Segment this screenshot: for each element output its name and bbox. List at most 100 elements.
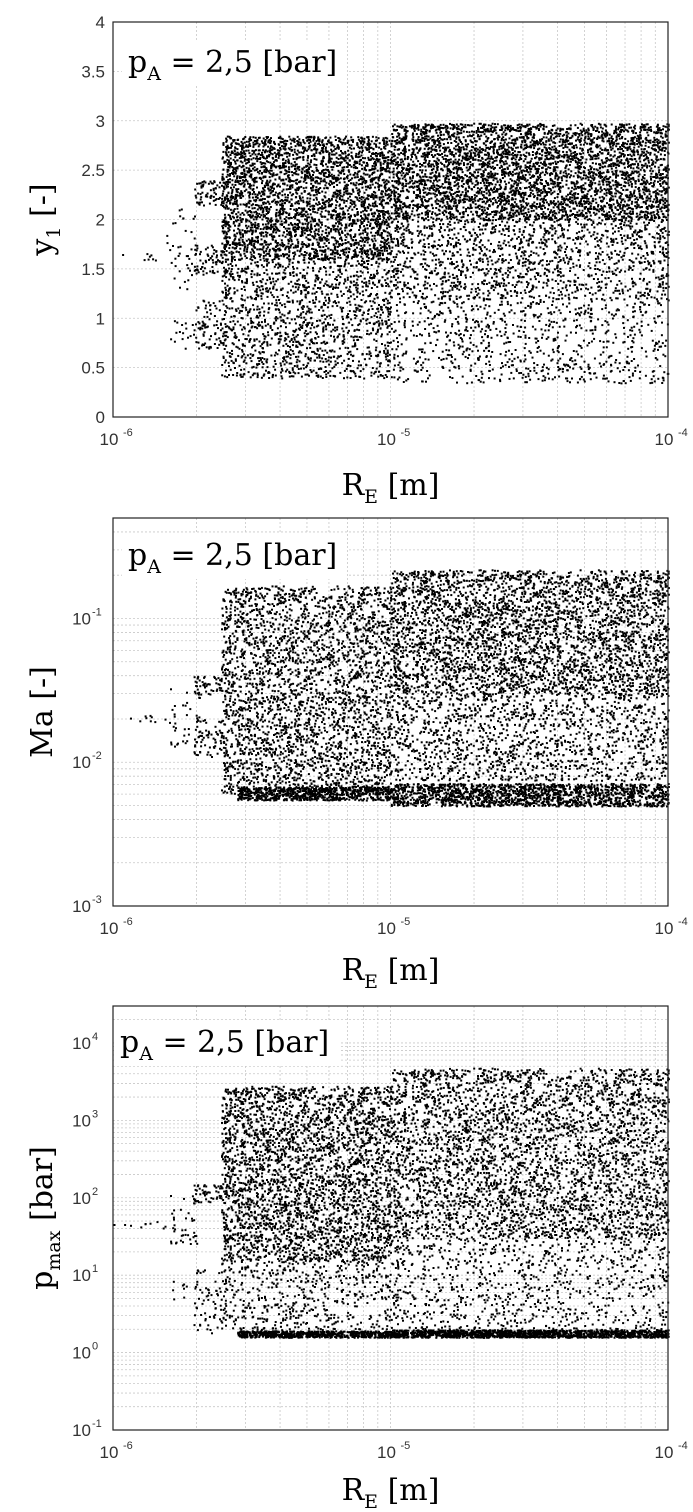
scatter-point bbox=[349, 195, 351, 198]
scatter-point bbox=[324, 146, 327, 149]
scatter-point bbox=[329, 374, 332, 377]
scatter-point bbox=[380, 222, 383, 225]
scatter-point bbox=[257, 145, 260, 148]
scatter-point bbox=[298, 254, 301, 257]
scatter-point bbox=[375, 143, 377, 146]
scatter-point bbox=[292, 341, 295, 343]
scatter-point bbox=[201, 181, 204, 184]
scatter-point bbox=[281, 138, 284, 141]
scatter-point bbox=[363, 140, 366, 143]
scatter-point bbox=[261, 211, 264, 214]
scatter-point bbox=[315, 149, 318, 152]
scatter-point bbox=[365, 169, 368, 172]
scatter-point bbox=[310, 311, 313, 314]
scatter-point bbox=[204, 181, 207, 184]
scatter-point bbox=[280, 213, 283, 216]
scatter-point bbox=[230, 329, 233, 332]
scatter-point bbox=[376, 285, 379, 288]
scatter-point bbox=[624, 185, 627, 188]
scatter-point bbox=[366, 267, 369, 270]
scatter-point bbox=[416, 188, 419, 191]
scatter-point bbox=[441, 152, 443, 155]
scatter-point bbox=[266, 260, 268, 263]
scatter-point bbox=[232, 374, 235, 376]
scatter-point bbox=[254, 200, 257, 203]
scatter-point bbox=[375, 225, 378, 228]
scatter-point bbox=[333, 355, 336, 358]
scatter-point bbox=[317, 335, 320, 338]
scatter-point bbox=[288, 370, 291, 373]
scatter-point bbox=[319, 268, 322, 270]
scatter-point bbox=[452, 154, 455, 156]
scatter-point bbox=[366, 227, 369, 230]
scatter-point bbox=[330, 142, 333, 145]
scatter-point bbox=[382, 195, 385, 198]
scatter-point bbox=[341, 143, 344, 146]
scatter-point bbox=[300, 292, 303, 295]
scatter-point bbox=[276, 173, 279, 176]
scatter-point bbox=[252, 365, 255, 368]
scatter-point bbox=[342, 168, 345, 171]
scatter-point bbox=[277, 136, 280, 139]
scatter-point bbox=[251, 366, 254, 369]
scatter-point bbox=[278, 264, 281, 267]
scatter-point bbox=[299, 314, 302, 317]
scatter-point bbox=[284, 305, 287, 308]
scatter-point bbox=[276, 153, 279, 156]
scatter-point bbox=[271, 146, 274, 149]
scatter-point bbox=[185, 327, 188, 330]
scatter-point bbox=[264, 139, 267, 142]
scatter-point bbox=[313, 342, 316, 345]
scatter-point bbox=[251, 193, 254, 196]
scatter-point bbox=[372, 322, 375, 325]
scatter-point bbox=[333, 319, 336, 322]
scatter-point bbox=[292, 228, 295, 231]
scatter-point bbox=[315, 151, 318, 154]
scatter-point bbox=[251, 354, 254, 357]
scatter-point bbox=[284, 211, 287, 214]
scatter-point bbox=[292, 139, 295, 142]
scatter-point bbox=[252, 141, 255, 144]
scatter-point bbox=[152, 258, 155, 261]
scatter-point bbox=[354, 253, 357, 256]
scatter-point bbox=[335, 276, 338, 279]
scatter-point bbox=[304, 293, 307, 296]
scatter-point bbox=[282, 145, 285, 148]
scatter-point bbox=[239, 213, 242, 216]
scatter-point bbox=[328, 231, 330, 234]
scatter-point bbox=[214, 187, 217, 190]
scatter-point bbox=[260, 281, 263, 284]
scatter-point bbox=[263, 198, 266, 200]
scatter-point bbox=[317, 191, 320, 194]
scatter-point bbox=[241, 328, 244, 331]
scatter-point bbox=[256, 364, 259, 367]
scatter-point bbox=[265, 226, 268, 229]
scatter-point bbox=[356, 260, 359, 263]
scatter-point bbox=[317, 223, 320, 226]
scatter-point bbox=[292, 375, 295, 378]
scatter-point bbox=[376, 230, 379, 232]
scatter-point bbox=[336, 357, 339, 360]
scatter-point bbox=[373, 338, 376, 341]
scatter-point bbox=[292, 157, 295, 160]
scatter-point bbox=[289, 233, 292, 236]
scatter-point bbox=[200, 196, 203, 199]
scatter-point bbox=[667, 203, 670, 206]
scatter-point bbox=[325, 149, 328, 152]
scatter-point bbox=[337, 230, 340, 233]
scatter-point bbox=[275, 316, 278, 318]
scatter-point bbox=[292, 226, 295, 229]
scatter-point bbox=[269, 179, 272, 182]
scatter-point bbox=[389, 234, 392, 237]
scatter-point bbox=[231, 190, 234, 193]
scatter-point bbox=[332, 191, 335, 194]
scatter-point bbox=[260, 204, 263, 207]
scatter-point bbox=[316, 148, 319, 151]
scatter-point bbox=[290, 217, 293, 219]
scatter-point bbox=[354, 233, 357, 236]
scatter-point bbox=[314, 305, 317, 308]
scatter-point bbox=[233, 175, 236, 178]
scatter-point bbox=[362, 202, 365, 205]
scatter-point bbox=[305, 200, 308, 203]
scatter-point bbox=[217, 198, 220, 200]
